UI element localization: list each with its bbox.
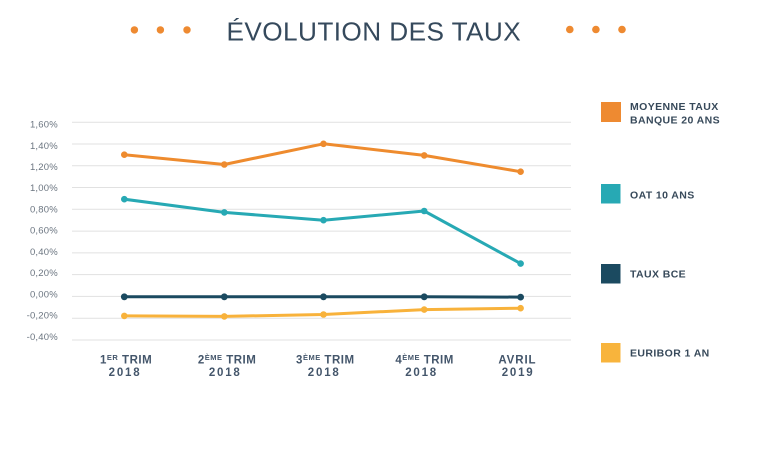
svg-text:0,60%: 0,60% xyxy=(30,226,58,237)
svg-text:OAT 10 ANS: OAT 10 ANS xyxy=(630,190,695,202)
svg-text:-0,40%: -0,40% xyxy=(27,332,59,343)
svg-text:2018: 2018 xyxy=(209,367,242,379)
svg-text:1,00%: 1,00% xyxy=(30,183,58,194)
svg-text:AVRIL: AVRIL xyxy=(498,355,536,367)
svg-text:2018: 2018 xyxy=(405,367,438,379)
svg-text:1,60%: 1,60% xyxy=(30,120,58,131)
svg-text:MOYENNE TAUX: MOYENNE TAUX xyxy=(630,101,719,113)
svg-text:-0,20%: -0,20% xyxy=(27,311,59,322)
svg-text:1,40%: 1,40% xyxy=(30,141,58,152)
svg-text:EURIBOR 1 AN: EURIBOR 1 AN xyxy=(630,348,710,360)
svg-text:0,40%: 0,40% xyxy=(30,247,58,258)
svg-text:2019: 2019 xyxy=(502,367,535,379)
svg-text:0,20%: 0,20% xyxy=(30,268,58,279)
svg-text:ÉVOLUTION DES TAUX: ÉVOLUTION DES TAUX xyxy=(226,17,521,47)
svg-text:1,20%: 1,20% xyxy=(30,162,58,173)
svg-text:0,80%: 0,80% xyxy=(30,204,58,215)
svg-text:BANQUE 20 ANS: BANQUE 20 ANS xyxy=(630,115,720,127)
svg-text:2018: 2018 xyxy=(109,367,142,379)
svg-text:2018: 2018 xyxy=(308,367,341,379)
svg-text:TAUX BCE: TAUX BCE xyxy=(630,269,686,281)
svg-text:0,00%: 0,00% xyxy=(30,289,58,300)
